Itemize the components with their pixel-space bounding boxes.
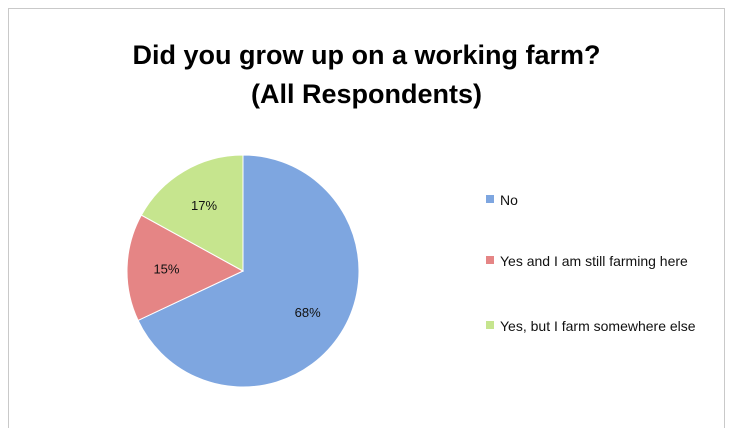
chart-frame — [8, 8, 725, 428]
pie-slice-farm-elsewhere — [140, 154, 244, 272]
legend-swatch-no — [486, 195, 494, 203]
legend-label-farm-elsewhere: Yes, but I farm somewhere else — [500, 318, 696, 334]
chart-subtitle: (All Respondents) — [250, 79, 482, 109]
chart-title-block: Did you grow up on a working farm? (All … — [0, 36, 733, 114]
pie-label-still-farming: 15% — [153, 262, 179, 277]
legend-label-still-farming: Yes and I am still farming here — [500, 253, 688, 269]
pie-slice-still-farming — [126, 214, 245, 322]
pie-label-farm-elsewhere: 17% — [191, 198, 217, 213]
legend-swatch-still-farming — [486, 256, 494, 264]
legend-swatch-farm-elsewhere — [486, 321, 494, 329]
legend-label-no: No — [500, 192, 518, 208]
pie-label-no: 68% — [295, 305, 321, 320]
chart-title: Did you grow up on a working farm? — [132, 40, 601, 70]
pie-slice-no — [137, 154, 360, 388]
